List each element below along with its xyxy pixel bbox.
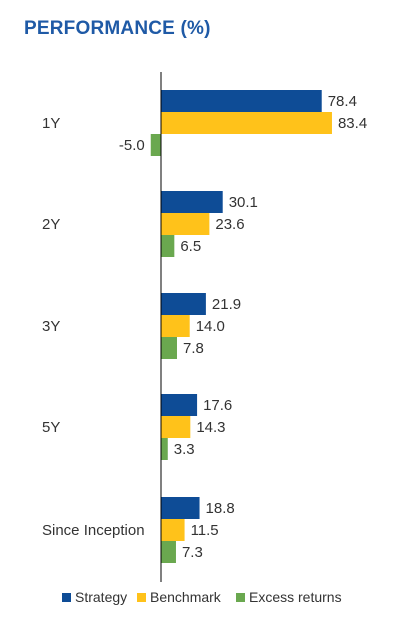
bar-strategy-2 — [161, 293, 206, 315]
value-label-benchmark-2: 14.0 — [196, 318, 225, 335]
category-label-1: 2Y — [42, 216, 60, 233]
bar-strategy-4 — [161, 497, 200, 519]
bar-excess-2 — [161, 337, 177, 359]
bar-benchmark-3 — [161, 416, 191, 438]
value-label-excess-2: 7.8 — [183, 340, 204, 357]
legend-label-benchmark: Benchmark — [150, 589, 222, 605]
category-label-0: 1Y — [42, 115, 60, 132]
value-label-benchmark-0: 83.4 — [338, 115, 367, 132]
value-label-benchmark-1: 23.6 — [215, 216, 244, 233]
legend-swatch-benchmark — [137, 593, 146, 602]
value-label-excess-4: 7.3 — [182, 544, 203, 561]
bar-excess-1 — [161, 235, 175, 257]
bar-excess-4 — [161, 541, 176, 563]
bar-benchmark-0 — [161, 112, 332, 134]
bar-benchmark-1 — [161, 213, 210, 235]
value-label-benchmark-3: 14.3 — [196, 419, 225, 436]
value-label-strategy-0: 78.4 — [328, 93, 357, 110]
value-label-excess-0: -5.0 — [119, 137, 145, 154]
bar-excess-0 — [150, 134, 161, 156]
chart-title: PERFORMANCE (%) — [24, 18, 211, 39]
value-label-strategy-4: 18.8 — [206, 500, 235, 517]
bar-excess-3 — [161, 438, 168, 460]
bar-strategy-0 — [161, 90, 322, 112]
value-label-excess-3: 3.3 — [174, 441, 195, 458]
value-label-strategy-3: 17.6 — [203, 397, 232, 414]
bar-benchmark-4 — [161, 519, 185, 541]
bar-strategy-3 — [161, 394, 198, 416]
category-label-2: 3Y — [42, 318, 60, 335]
legend-swatch-excess — [236, 593, 245, 602]
value-label-benchmark-4: 11.5 — [191, 522, 219, 539]
value-label-excess-1: 6.5 — [180, 238, 201, 255]
legend-label-strategy: Strategy — [75, 589, 127, 605]
category-label-4: Since Inception — [42, 522, 145, 539]
category-label-3: 5Y — [42, 419, 60, 436]
bar-benchmark-2 — [161, 315, 190, 337]
value-label-strategy-2: 21.9 — [212, 296, 241, 313]
value-label-strategy-1: 30.1 — [229, 194, 258, 211]
bar-strategy-1 — [161, 191, 223, 213]
legend-swatch-strategy — [62, 593, 71, 602]
legend-label-excess: Excess returns — [249, 589, 342, 605]
